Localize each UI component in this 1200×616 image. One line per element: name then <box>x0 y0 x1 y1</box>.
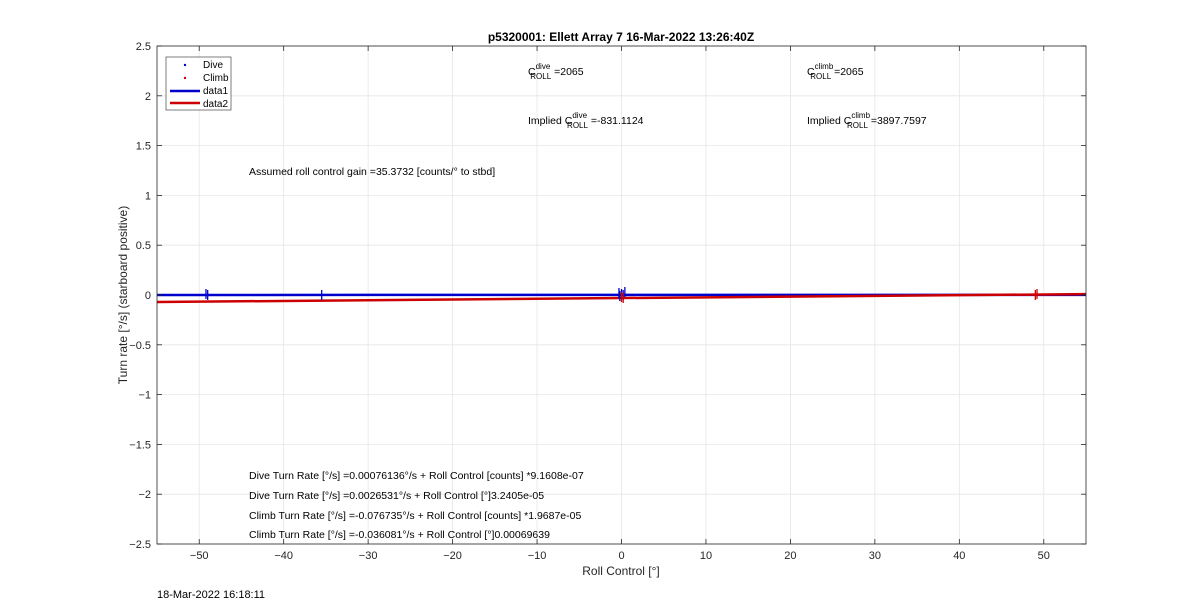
fit-annotation-1: Dive Turn Rate [°/s] =0.00076136°/s + Ro… <box>249 470 584 482</box>
y-tick-label: −2.5 <box>129 539 151 551</box>
x-tick-label: −30 <box>359 550 378 562</box>
y-tick-label: 0.5 <box>136 240 151 252</box>
x-tick-label: −10 <box>528 550 547 562</box>
x-tick-label: 30 <box>869 550 881 562</box>
legend-marker-climb <box>184 77 186 79</box>
y-tick-label: −2 <box>138 489 151 501</box>
y-tick-label: −1.5 <box>129 439 151 451</box>
y-axis-label: Turn rate [°/s] (starboard positive) <box>116 206 130 384</box>
x-tick-label: 0 <box>618 550 624 562</box>
fit-annotation-4: Climb Turn Rate [°/s] =-0.036081°/s + Ro… <box>249 529 550 541</box>
y-tick-label: 0 <box>145 290 151 302</box>
legend-label-data1: data1 <box>203 86 228 97</box>
legend-label-climb: Climb <box>203 73 229 84</box>
x-tick-label: 40 <box>953 550 965 562</box>
footer-timestamp: 18-Mar-2022 16:18:11 <box>157 589 265 601</box>
y-tick-label: 2.5 <box>136 41 151 53</box>
y-tick-label: −0.5 <box>129 340 151 352</box>
y-tick-label: 1.5 <box>136 141 151 153</box>
chart-title: p5320001: Ellett Array 7 16-Mar-2022 13:… <box>488 30 754 44</box>
x-tick-label: −40 <box>274 550 293 562</box>
y-tick-label: −1 <box>138 390 151 402</box>
y-tick-label: 1 <box>145 190 151 202</box>
x-tick-label: −20 <box>443 550 462 562</box>
x-axis-label: Roll Control [°] <box>582 564 660 578</box>
fit-annotation-3: Climb Turn Rate [°/s] =-0.076735°/s + Ro… <box>249 510 581 522</box>
legend-marker-dive <box>184 64 186 66</box>
y-tick-label: 2 <box>145 91 151 103</box>
legend-label-dive: Dive <box>203 60 223 71</box>
legend: Dive Climb data1 data2 <box>166 57 231 110</box>
x-tick-label: 50 <box>1038 550 1050 562</box>
x-tick-label: −50 <box>190 550 209 562</box>
roll-gain-annotation: Assumed roll control gain =35.3732 [coun… <box>249 166 495 178</box>
fit-annotation-2: Dive Turn Rate [°/s] =0.0026531°/s + Rol… <box>249 490 544 502</box>
x-tick-label: 10 <box>700 550 712 562</box>
x-tick-label: 20 <box>784 550 796 562</box>
legend-label-data2: data2 <box>203 99 228 110</box>
